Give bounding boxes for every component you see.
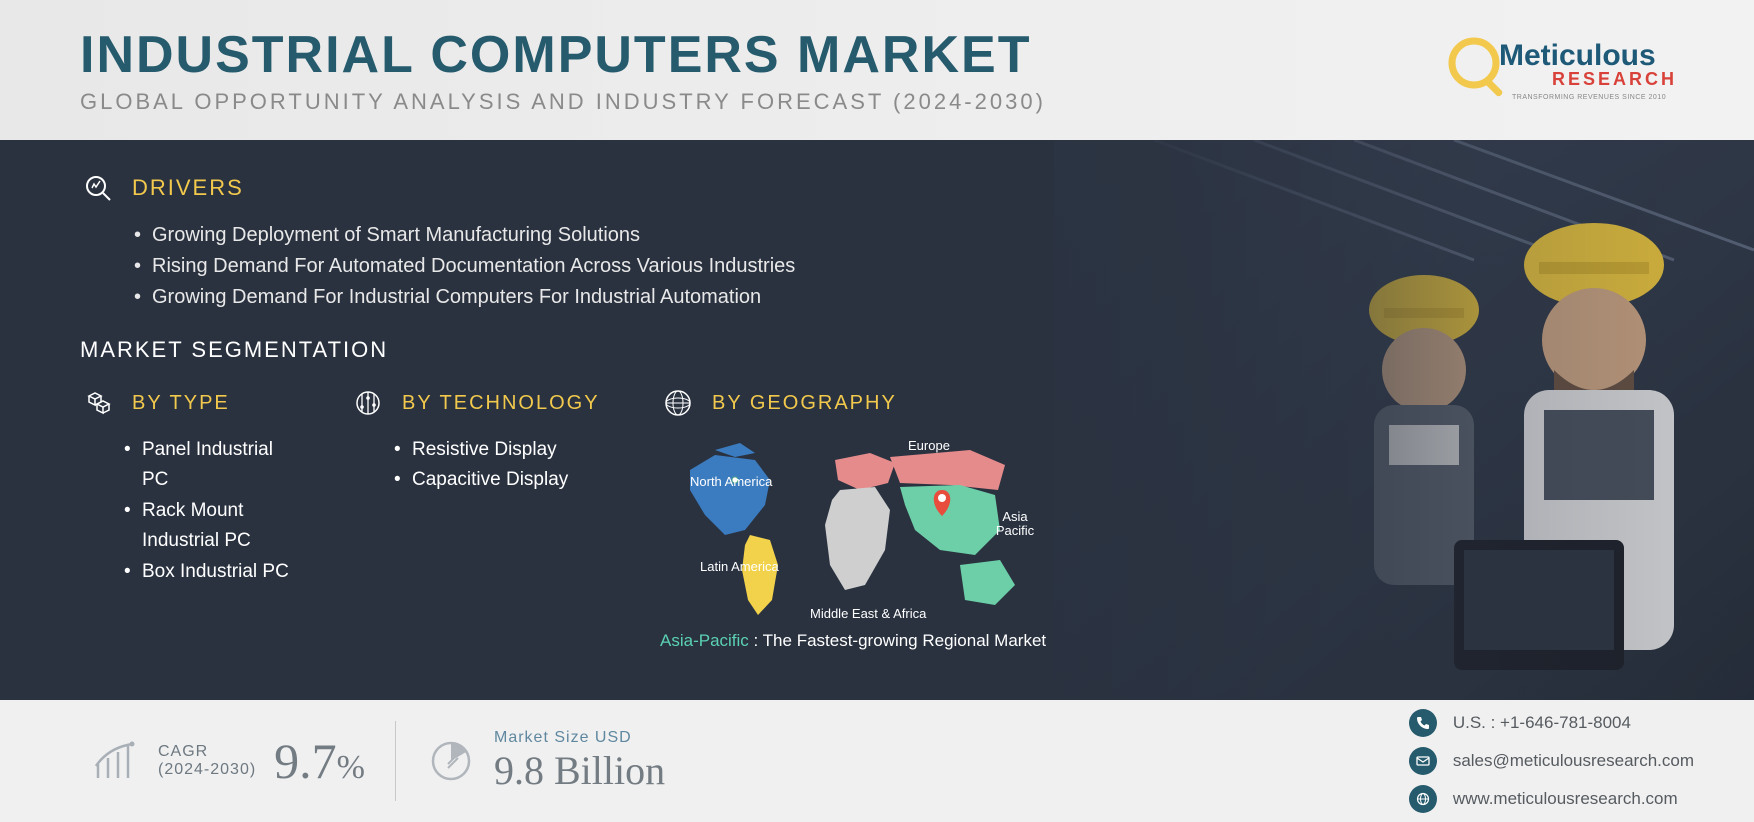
market-size-block: Market Size USD 9.8 Billion xyxy=(396,729,695,794)
market-size-value: 9.8 Billion xyxy=(494,747,665,794)
cagr-value: 9.7% xyxy=(274,732,365,790)
contact-website: www.meticulousresearch.com xyxy=(1409,785,1694,813)
seg-type-list: Panel Industrial PC Rack Mount Industria… xyxy=(124,435,320,587)
seg-tech-item: Capacitive Display xyxy=(394,465,630,495)
segmentation-columns: BY TYPE Panel Industrial PC Rack Mount I… xyxy=(80,385,1674,651)
contact-email: sales@meticulousresearch.com xyxy=(1409,747,1694,775)
driver-item: Rising Demand For Automated Documentatio… xyxy=(134,251,1674,282)
subtitle: GLOBAL OPPORTUNITY ANALYSIS AND INDUSTRY… xyxy=(80,89,1046,115)
seg-geo-title: BY GEOGRAPHY xyxy=(712,392,897,415)
title-block: INDUSTRIAL COMPUTERS MARKET GLOBAL OPPOR… xyxy=(80,25,1046,115)
logo-tagline: TRANSFORMING REVENUES SINCE 2010 xyxy=(1512,94,1666,101)
seg-col-tech: BY TECHNOLOGY Resistive Display Capaciti… xyxy=(350,385,630,651)
geo-label-mea: Middle East & Africa xyxy=(810,607,926,621)
cagr-period: (2024-2030) xyxy=(158,761,256,779)
phone-icon xyxy=(1409,709,1437,737)
seg-type-item: Rack Mount Industrial PC xyxy=(124,496,304,557)
brand-logo: Meticulous RESEARCH TRANSFORMING REVENUE… xyxy=(1434,30,1694,110)
type-icon xyxy=(80,385,116,421)
geo-caption-highlight: Asia-Pacific xyxy=(660,631,749,650)
segmentation-title: MARKET SEGMENTATION xyxy=(80,337,1674,363)
drivers-list: Growing Deployment of Smart Manufacturin… xyxy=(134,220,1674,313)
logo-text-top: Meticulous xyxy=(1499,39,1656,72)
market-size-label: Market Size USD xyxy=(494,729,665,747)
website-icon xyxy=(1409,785,1437,813)
driver-item: Growing Demand For Industrial Computers … xyxy=(134,282,1674,313)
cagr-chart-icon xyxy=(90,736,140,786)
geo-label-la: Latin America xyxy=(700,560,779,574)
drivers-header: DRIVERS xyxy=(80,170,1674,206)
email-icon xyxy=(1409,747,1437,775)
geo-label-na: North America xyxy=(690,475,772,489)
seg-type-item: Panel Industrial PC xyxy=(124,435,304,496)
geo-label-eu: Europe xyxy=(908,439,950,453)
logo-text-bottom: RESEARCH xyxy=(1552,69,1677,89)
contact-block: U.S. : +1-646-781-8004 sales@meticulousr… xyxy=(1409,709,1694,813)
technology-icon xyxy=(350,385,386,421)
seg-type-title: BY TYPE xyxy=(132,392,230,415)
body-section: DRIVERS Growing Deployment of Smart Manu… xyxy=(0,140,1754,700)
drivers-icon xyxy=(80,170,116,206)
geography-icon xyxy=(660,385,696,421)
seg-tech-item: Resistive Display xyxy=(394,435,630,465)
pie-chart-icon xyxy=(426,736,476,786)
cagr-label: CAGR xyxy=(158,743,256,761)
geo-label-ap: Asia Pacific xyxy=(990,510,1040,539)
cagr-block: CAGR (2024-2030) 9.7% xyxy=(60,732,395,790)
contact-phone-text: U.S. : +1-646-781-8004 xyxy=(1453,713,1631,733)
seg-type-item: Box Industrial PC xyxy=(124,557,304,587)
drivers-title: DRIVERS xyxy=(132,175,244,201)
geo-caption: Asia-Pacific : The Fastest-growing Regio… xyxy=(660,631,1080,651)
contact-website-text: www.meticulousresearch.com xyxy=(1453,789,1678,809)
contact-email-text: sales@meticulousresearch.com xyxy=(1453,751,1694,771)
header-bar: INDUSTRIAL COMPUTERS MARKET GLOBAL OPPOR… xyxy=(0,0,1754,140)
driver-item: Growing Deployment of Smart Manufacturin… xyxy=(134,220,1674,251)
seg-tech-list: Resistive Display Capacitive Display xyxy=(394,435,630,496)
footer-bar: CAGR (2024-2030) 9.7% Market Size USD 9.… xyxy=(0,700,1754,822)
seg-col-type: BY TYPE Panel Industrial PC Rack Mount I… xyxy=(80,385,320,651)
world-map: North America Latin America Europe Middl… xyxy=(660,435,1040,625)
main-title: INDUSTRIAL COMPUTERS MARKET xyxy=(80,25,1046,85)
seg-tech-title: BY TECHNOLOGY xyxy=(402,392,600,415)
contact-phone: U.S. : +1-646-781-8004 xyxy=(1409,709,1694,737)
geo-caption-rest: : The Fastest-growing Regional Market xyxy=(749,631,1046,650)
seg-col-geo: BY GEOGRAPHY xyxy=(660,385,1080,651)
